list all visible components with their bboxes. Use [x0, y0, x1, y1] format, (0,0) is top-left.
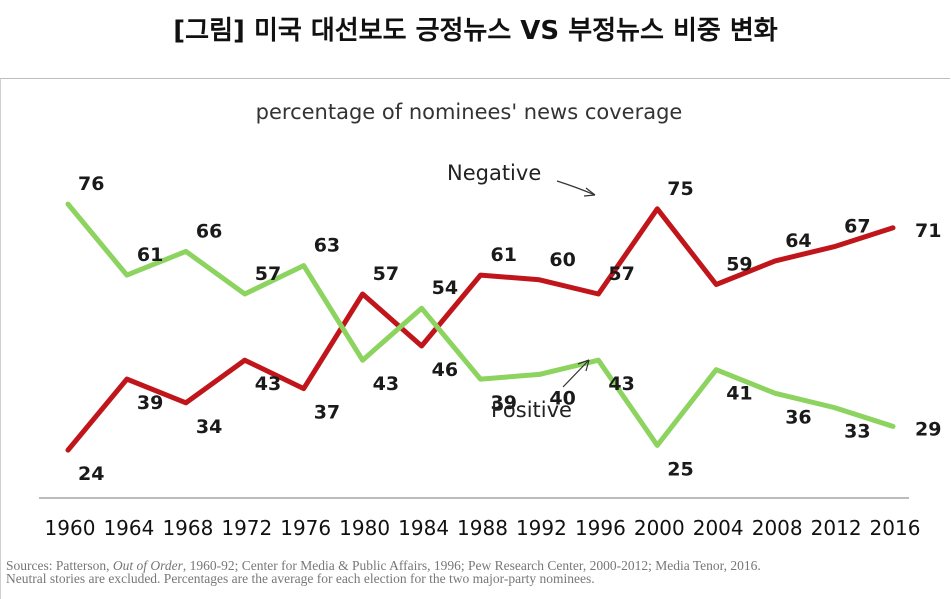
data-label-negative-2000: 75 [667, 178, 693, 200]
data-label-negative-1964: 39 [137, 392, 163, 414]
data-label-negative-1992: 60 [549, 249, 575, 271]
annotation-arrow-positive [562, 359, 590, 388]
series-line-negative [65, 206, 896, 453]
data-label-positive-1992: 40 [549, 387, 575, 409]
data-labels: 24 39 34 43 37 57 46 61 60 57 75 59 64 67 71 76 61 66 57 63… [78, 173, 941, 485]
data-label-positive-1960: 76 [78, 173, 104, 195]
data-label-positive-2004: 41 [726, 383, 752, 405]
x-tick-label-2008: 2008 [752, 516, 803, 540]
data-label-positive-2000: 25 [667, 458, 693, 480]
x-tick-label-2016: 2016 [870, 516, 921, 540]
data-label-positive-2012: 33 [844, 421, 870, 443]
series-lines [65, 201, 896, 453]
x-tick-label-1996: 1996 [575, 516, 626, 540]
x-tick-label-1992: 1992 [516, 516, 567, 540]
sources-note: Sources: Patterson, Out of Order, 1960-9… [6, 558, 946, 586]
data-label-positive-2016: 29 [915, 418, 941, 440]
data-label-positive-1984: 54 [432, 277, 458, 299]
series-annotations: Negative Positive [447, 161, 596, 422]
annotation-arrowhead-positive [577, 359, 590, 372]
x-tick-label-1964: 1964 [103, 516, 154, 540]
data-label-negative-2008: 64 [785, 230, 811, 252]
line-chart: percentage of nominees' news coverage 24… [39, 100, 941, 540]
data-label-negative-2012: 67 [844, 216, 870, 238]
data-label-positive-1976: 63 [314, 235, 340, 257]
data-label-positive-2008: 36 [785, 406, 811, 428]
x-tick-label-1960: 1960 [45, 516, 96, 540]
annotation-arrow-negative [556, 180, 596, 196]
chart-frame: percentage of nominees' news coverage 24… [0, 78, 950, 599]
x-tick-label-2004: 2004 [693, 516, 744, 540]
data-label-positive-1996: 43 [608, 373, 634, 395]
page-title: [그림] 미국 대선보도 긍정뉴스 VS 부정뉴스 비중 변화 [173, 16, 778, 46]
x-tick-label-1976: 1976 [280, 516, 331, 540]
x-tick-labels: 1960 1964 1968 1972 1976 1980 1984 1988 1992 1996… [45, 516, 921, 540]
annotation-arrowhead-negative [583, 187, 596, 197]
sources-book-title: Out of Order [112, 558, 183, 573]
chart-title: percentage of nominees' news coverage [256, 100, 683, 124]
x-tick-label-2000: 2000 [634, 516, 685, 540]
data-label-negative-2004: 59 [726, 254, 752, 276]
data-label-negative-1980: 57 [373, 263, 399, 285]
x-tick-label-1988: 1988 [457, 516, 508, 540]
x-tick-label-1984: 1984 [398, 516, 449, 540]
data-label-negative-1968: 34 [196, 416, 222, 438]
data-label-positive-1964: 61 [137, 244, 163, 266]
annotation-negative: Negative [447, 161, 541, 185]
x-tick-label-1968: 1968 [162, 516, 213, 540]
data-label-positive-1972: 57 [255, 263, 281, 285]
x-tick-label-1972: 1972 [221, 516, 272, 540]
data-label-positive-1968: 66 [196, 220, 222, 242]
annotation-positive: Positive [491, 398, 572, 422]
series-line-positive [65, 201, 896, 448]
x-tick-label-2012: 2012 [811, 516, 862, 540]
data-label-negative-1972: 43 [255, 373, 281, 395]
data-label-negative-1996: 57 [608, 263, 634, 285]
data-label-positive-1980: 43 [373, 373, 399, 395]
data-label-negative-1976: 37 [314, 402, 340, 424]
data-label-positive-1988: 39 [491, 392, 517, 414]
sources-line-1: Sources: Patterson, Out of Order, 1960-9… [6, 558, 761, 573]
data-label-negative-1988: 61 [491, 244, 517, 266]
data-label-negative-1960: 24 [78, 463, 104, 485]
sources-line-2: Neutral stories are excluded. Percentage… [6, 571, 595, 586]
x-tick-label-1980: 1980 [339, 516, 390, 540]
data-label-negative-2016: 71 [915, 220, 941, 242]
data-label-negative-1984: 46 [432, 359, 458, 381]
